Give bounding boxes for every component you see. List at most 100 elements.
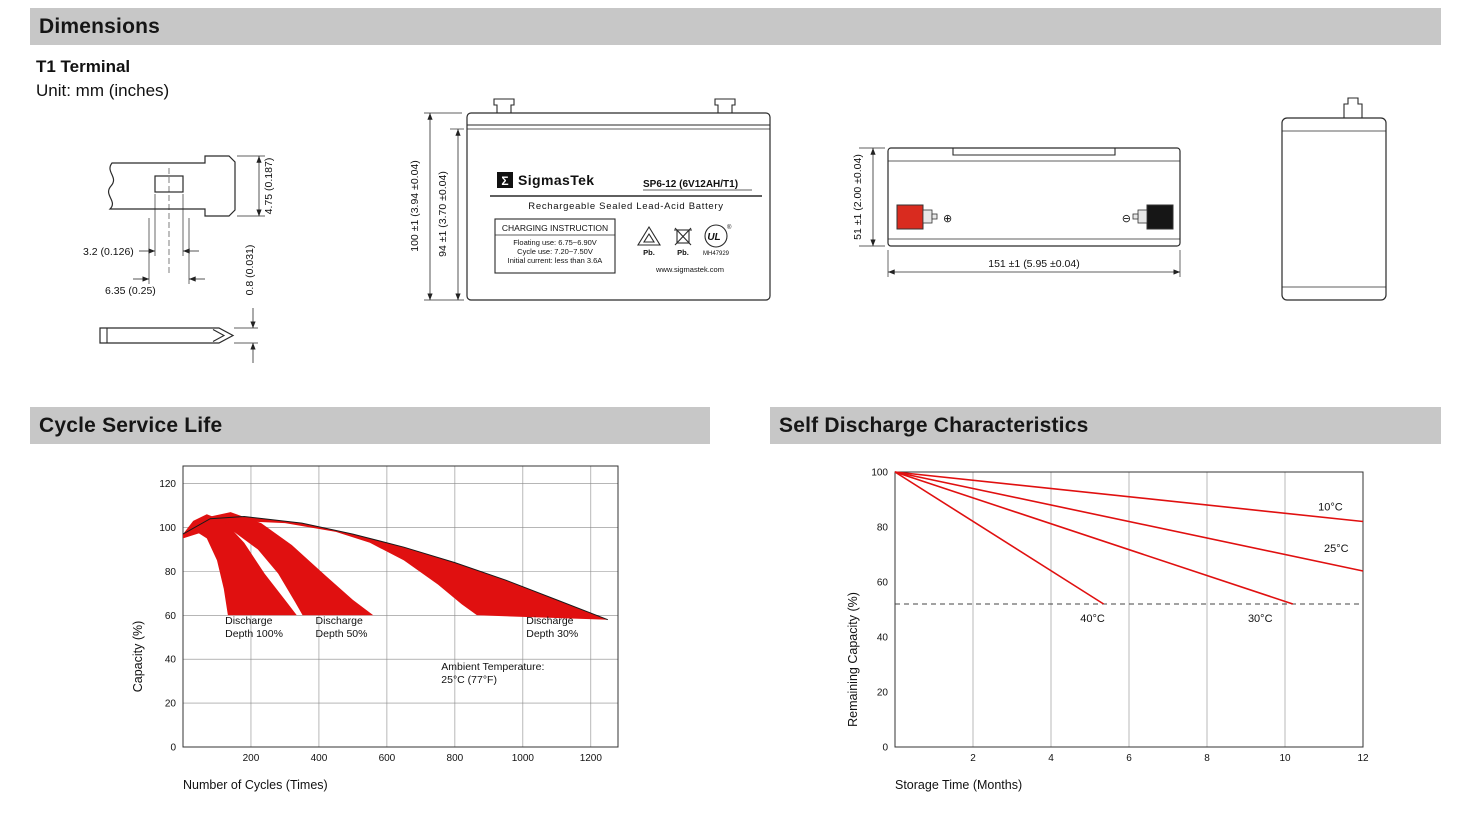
blade-side-view — [99, 327, 235, 344]
y-tick-label: 120 — [159, 479, 176, 490]
series-label: 40°C — [1080, 613, 1105, 625]
website: www.sigmastek.com — [655, 265, 724, 274]
series-line — [894, 471, 1105, 605]
unit-note: Unit: mm (inches) — [36, 81, 170, 100]
charging-instruction-box — [494, 218, 616, 274]
y-tick-label: 80 — [877, 523, 889, 534]
negative-symbol: ⊖ — [1122, 213, 1131, 225]
dim-length: 151 ±1 (5.95 ±0.04) — [988, 258, 1080, 270]
x-tick-label: 10 — [1279, 753, 1291, 764]
section-header-cycle-service-life: Cycle Service Life — [30, 407, 710, 444]
chart-annotation: Discharge — [316, 615, 363, 627]
positive-symbol: ⊕ — [943, 213, 952, 225]
x-tick-label: 600 — [379, 753, 396, 764]
x-tick-label: 6 — [1126, 753, 1132, 764]
pb-bin-label: Pb. — [677, 248, 689, 257]
envelope-curve — [182, 515, 608, 621]
charging-line: Initial current: less than 3.6A — [508, 256, 603, 265]
battery-type-line: Rechargeable Sealed Lead-Acid Battery — [528, 201, 723, 212]
y-tick-label: 100 — [871, 468, 888, 479]
y-tick-label: 40 — [165, 655, 177, 666]
battery-end-view-drawing — [1281, 97, 1387, 301]
x-tick-label: 8 — [1204, 753, 1210, 764]
pb-recycle-icon — [637, 225, 661, 246]
y-tick-label: 0 — [170, 743, 176, 754]
brand-name: SigmasTek — [518, 172, 595, 188]
band-discharge-depth-100pct — [183, 514, 297, 616]
section-header-dimensions: Dimensions — [30, 8, 1441, 45]
y-tick-label: 40 — [877, 633, 889, 644]
model-number: SP6-12 (6V12AH/T1) — [643, 179, 738, 190]
y-tick-label: 80 — [165, 567, 177, 578]
chart-annotation: Ambient Temperature: — [441, 661, 544, 673]
dim-height: 51 ±1 (2.00 ±0.04) — [852, 154, 864, 240]
charging-line: Floating use: 6.75~6.90V — [513, 238, 597, 247]
charging-title: CHARGING INSTRUCTION — [502, 223, 608, 233]
terminal-type-title: T1 Terminal — [36, 57, 131, 76]
y-tick-label: 0 — [882, 743, 888, 754]
cycle-service-life-chart: 200 400 600 800 1000 1200 0 20 40 60 80 100 120 Disch… — [131, 465, 619, 792]
plot-border — [182, 465, 619, 748]
band-discharge-depth-30pct — [183, 516, 608, 620]
dim-total-height: 100 ±1 (3.94 ±0.04) — [409, 160, 421, 252]
positive-terminal — [896, 204, 938, 230]
battery-case — [466, 112, 771, 301]
y-axis-label: Capacity (%) — [131, 621, 145, 693]
sigma-logo-square — [497, 172, 513, 188]
x-tick-label: 4 — [1048, 753, 1054, 764]
x-tick-label: 400 — [311, 753, 328, 764]
section-header-self-discharge: Self Discharge Characteristics — [770, 407, 1441, 444]
svg-text:UL: UL — [707, 232, 720, 243]
x-tick-label: 2 — [970, 753, 976, 764]
negative-terminal-tab — [714, 98, 736, 113]
y-tick-label: 60 — [877, 578, 889, 589]
battery-top-outline — [887, 147, 1181, 247]
dim-case-height: 94 ±1 (3.70 ±0.04) — [437, 171, 449, 257]
series-line — [894, 471, 1364, 572]
x-tick-label: 1000 — [512, 753, 535, 764]
top-recess — [952, 148, 1116, 156]
pb-recycle-label: Pb. — [643, 248, 655, 257]
series-line — [894, 471, 1294, 605]
series-label: 30°C — [1248, 613, 1273, 625]
y-tick-label: 100 — [159, 523, 176, 534]
y-tick-label: 20 — [165, 699, 177, 710]
chart-annotation: Discharge — [225, 615, 272, 627]
chart-annotation: Depth 50% — [316, 628, 368, 640]
end-terminal-tab — [1343, 97, 1363, 118]
sigma-logo-symbol: Σ — [501, 174, 508, 188]
dim-tab-height: 4.75 (0.187) — [263, 158, 275, 215]
series-label: 25°C — [1324, 543, 1349, 555]
battery-front-view-drawing: 100 ±1 (3.94 ±0.04) 94 ±1 (3.70 ±0.04) Σ… — [409, 98, 771, 301]
self-discharge-chart: 2 4 6 8 10 12 0 20 40 60 80 100 10°C 25°C 30°C 40°C Stor… — [846, 468, 1369, 793]
x-tick-label: 800 — [447, 753, 464, 764]
chart-annotation: Depth 100% — [225, 628, 283, 640]
positive-terminal-tab — [493, 98, 515, 113]
dim-tab-width: 6.35 (0.25) — [105, 285, 156, 297]
series-line — [894, 471, 1364, 523]
x-axis-label: Storage Time (Months) — [895, 778, 1022, 792]
pb-crossed-bin-icon — [674, 227, 692, 246]
series-label: 10°C — [1318, 502, 1343, 514]
chart-annotation: Discharge — [526, 615, 573, 627]
ul-file-number: MH47929 — [703, 251, 730, 257]
chart-annotation: 25°C (77°F) — [441, 674, 497, 686]
negative-terminal — [1132, 204, 1174, 230]
charging-line: Cycle use: 7.20~7.50V — [517, 247, 593, 256]
x-tick-label: 1200 — [580, 753, 603, 764]
t1-terminal-detail-drawing: 4.75 (0.187) 3.2 (0.126) 6.35 (0.25) 0.8… — [83, 155, 275, 363]
ul-logo: UL ® — [704, 224, 732, 248]
chart-annotation: Depth 30% — [526, 628, 578, 640]
band-discharge-depth-50pct — [183, 512, 374, 616]
battery-top-view-drawing: 51 ±1 (2.00 ±0.04) ⊕ ⊖ 151 ±1 (5.95 ±0.0… — [852, 147, 1181, 277]
plot-border — [894, 471, 1364, 748]
y-axis-label: Remaining Capacity (%) — [846, 592, 860, 727]
x-axis-label: Number of Cycles (Times) — [183, 778, 328, 792]
y-tick-label: 60 — [165, 611, 177, 622]
dim-blade-thickness: 0.8 (0.031) — [244, 245, 256, 296]
x-tick-label: 200 — [243, 753, 260, 764]
x-tick-label: 12 — [1357, 753, 1369, 764]
dim-slot-width: 3.2 (0.126) — [83, 246, 134, 258]
svg-text:®: ® — [727, 224, 732, 231]
